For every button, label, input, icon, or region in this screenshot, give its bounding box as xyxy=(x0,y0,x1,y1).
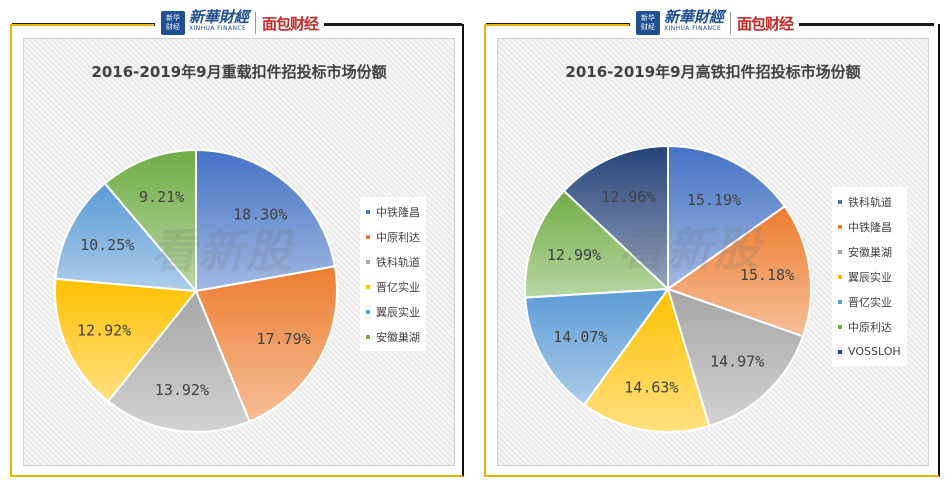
chart-title: 2016-2019年9月高铁扣件招投标市场份额 xyxy=(565,63,861,81)
legend-item: 中铁隆昌 xyxy=(838,214,901,239)
legend-item: 安徽巢湖 xyxy=(366,324,420,349)
slice-value-label: 14.07% xyxy=(553,328,607,346)
logo-separator xyxy=(255,12,257,34)
pie-slice-3 xyxy=(666,287,805,428)
logo-separator xyxy=(730,12,732,34)
legend-swatch xyxy=(366,259,370,264)
slice-value-label: 9.21% xyxy=(139,188,184,206)
chart-legend: 铁科轨道中铁隆昌安徽巢湖翼辰实业晋亿实业中原利达 VOSSLOH xyxy=(832,187,907,366)
slice-value-label: 13.92% xyxy=(155,381,209,399)
chart-legend: 中铁隆昌中原利达铁科轨道晋亿实业翼辰实业安徽巢湖 xyxy=(360,197,426,351)
xinhua-logo-icon: 新华 财经 xyxy=(161,11,185,35)
legend-swatch xyxy=(366,334,370,339)
legend-swatch xyxy=(838,324,842,329)
slice-value-label: 15.19% xyxy=(687,191,741,209)
pie-slice-2 xyxy=(665,204,812,338)
pie-slice-3 xyxy=(106,289,251,433)
chart-area: 2016-2019年9月高铁扣件招投标市场份额 15.19% 15.18% 14.9… xyxy=(497,38,929,466)
pie-slice-1 xyxy=(195,148,337,293)
brand-logo: 面包财经 xyxy=(262,14,319,33)
slice-value-label: 10.25% xyxy=(80,236,134,254)
header-logo: 新华 财经 新華財經 XINHUA FINANCE 面包财经 xyxy=(155,6,325,40)
logo-name-en: XINHUA FINANCE xyxy=(664,25,722,32)
legend-swatch xyxy=(838,349,842,354)
slice-value-label: 14.63% xyxy=(624,379,678,397)
chart-area: 2016-2019年9月重载扣件招投标市场份额 18.30% 17.79% 13.9… xyxy=(23,38,455,466)
legend-label: 铁科轨道 xyxy=(848,195,892,209)
slice-value-label: 12.96% xyxy=(601,188,655,206)
legend-swatch xyxy=(366,284,370,289)
logo-name-en: XINHUA FINANCE xyxy=(189,25,247,32)
legend-item: VOSSLOH xyxy=(838,339,901,364)
legend-item: 铁科轨道 xyxy=(366,249,420,274)
panel-frame xyxy=(10,24,464,477)
slice-value-label: 12.99% xyxy=(547,246,601,264)
chart-title: 2016-2019年9月重载扣件招投标市场份额 xyxy=(91,63,387,81)
legend-swatch xyxy=(838,199,842,204)
pie-chart: 18.30% 17.79% 13.92% 12.92% 10.25% 9.21% xyxy=(54,148,338,433)
pie-slice-7 xyxy=(562,144,669,292)
slice-value-label: 15.18% xyxy=(740,266,794,284)
legend-item: 中原利达 xyxy=(838,314,901,339)
legend-label: 中铁隆昌 xyxy=(376,205,420,219)
left-chart-panel: 新华 财经 新華財經 XINHUA FINANCE 面包财经 2016-2019年… xyxy=(0,0,468,487)
frame-top-left xyxy=(10,24,154,26)
legend-swatch xyxy=(366,309,370,314)
pie-slice-4 xyxy=(582,286,711,433)
legend-item: 晋亿实业 xyxy=(838,289,901,314)
legend-item: 中铁隆昌 xyxy=(366,199,420,224)
slice-value-label: 17.79% xyxy=(257,330,311,348)
brand-logo: 面包财经 xyxy=(737,14,794,33)
legend-label: VOSSLOH xyxy=(848,345,901,358)
legend-label: 中原利达 xyxy=(848,320,892,334)
legend-label: 安徽巢湖 xyxy=(376,330,420,344)
slice-value-label: 18.30% xyxy=(233,205,287,223)
legend-label: 晋亿实业 xyxy=(848,295,892,309)
legend-swatch xyxy=(366,209,370,214)
logo-name-cn: 新華財經 xyxy=(664,8,725,26)
pie-slice-5 xyxy=(524,287,671,407)
legend-label: 安徽巢湖 xyxy=(848,245,892,259)
legend-label: 铁科轨道 xyxy=(376,255,420,269)
right-chart-panel: 新华 财经 新華財經 XINHUA FINANCE 面包财经 2016-2019年… xyxy=(476,0,944,487)
logo-name-cn: 新華財經 xyxy=(189,8,250,26)
legend-label: 中原利达 xyxy=(376,230,420,244)
legend-swatch xyxy=(838,224,842,229)
slice-value-label: 12.92% xyxy=(77,321,131,339)
legend-item: 中原利达 xyxy=(366,224,420,249)
pie-slice-5 xyxy=(54,181,199,293)
panel-frame xyxy=(484,24,940,477)
legend-item: 翼辰实业 xyxy=(366,299,420,324)
legend-item: 铁科轨道 xyxy=(838,189,901,214)
legend-swatch xyxy=(838,249,842,254)
frame-top-left xyxy=(484,24,629,26)
legend-item: 安徽巢湖 xyxy=(838,239,901,264)
pie-slice-6 xyxy=(524,189,671,299)
legend-label: 中铁隆昌 xyxy=(848,220,892,234)
legend-swatch xyxy=(366,234,370,239)
pie-slice-4 xyxy=(54,277,198,403)
legend-label: 晋亿实业 xyxy=(376,280,420,294)
pie-chart: 15.19% 15.18% 14.97% 14.63% 14.07% 12.99% 12.9… xyxy=(524,144,812,433)
header-logo: 新华 财经 新華財經 XINHUA FINANCE 面包财经 xyxy=(630,6,800,40)
pie-slice-6 xyxy=(103,148,197,294)
legend-swatch xyxy=(838,299,842,304)
legend-item: 晋亿实业 xyxy=(366,274,420,299)
legend-label: 翼辰实业 xyxy=(376,305,420,319)
pie-slice-1 xyxy=(667,144,787,291)
legend-swatch xyxy=(838,274,842,279)
xinhua-logo-icon: 新华 财经 xyxy=(636,11,660,35)
slice-value-label: 14.97% xyxy=(710,352,764,370)
pie-slice-2 xyxy=(194,265,338,423)
legend-label: 翼辰实业 xyxy=(848,270,892,284)
legend-item: 翼辰实业 xyxy=(838,264,901,289)
